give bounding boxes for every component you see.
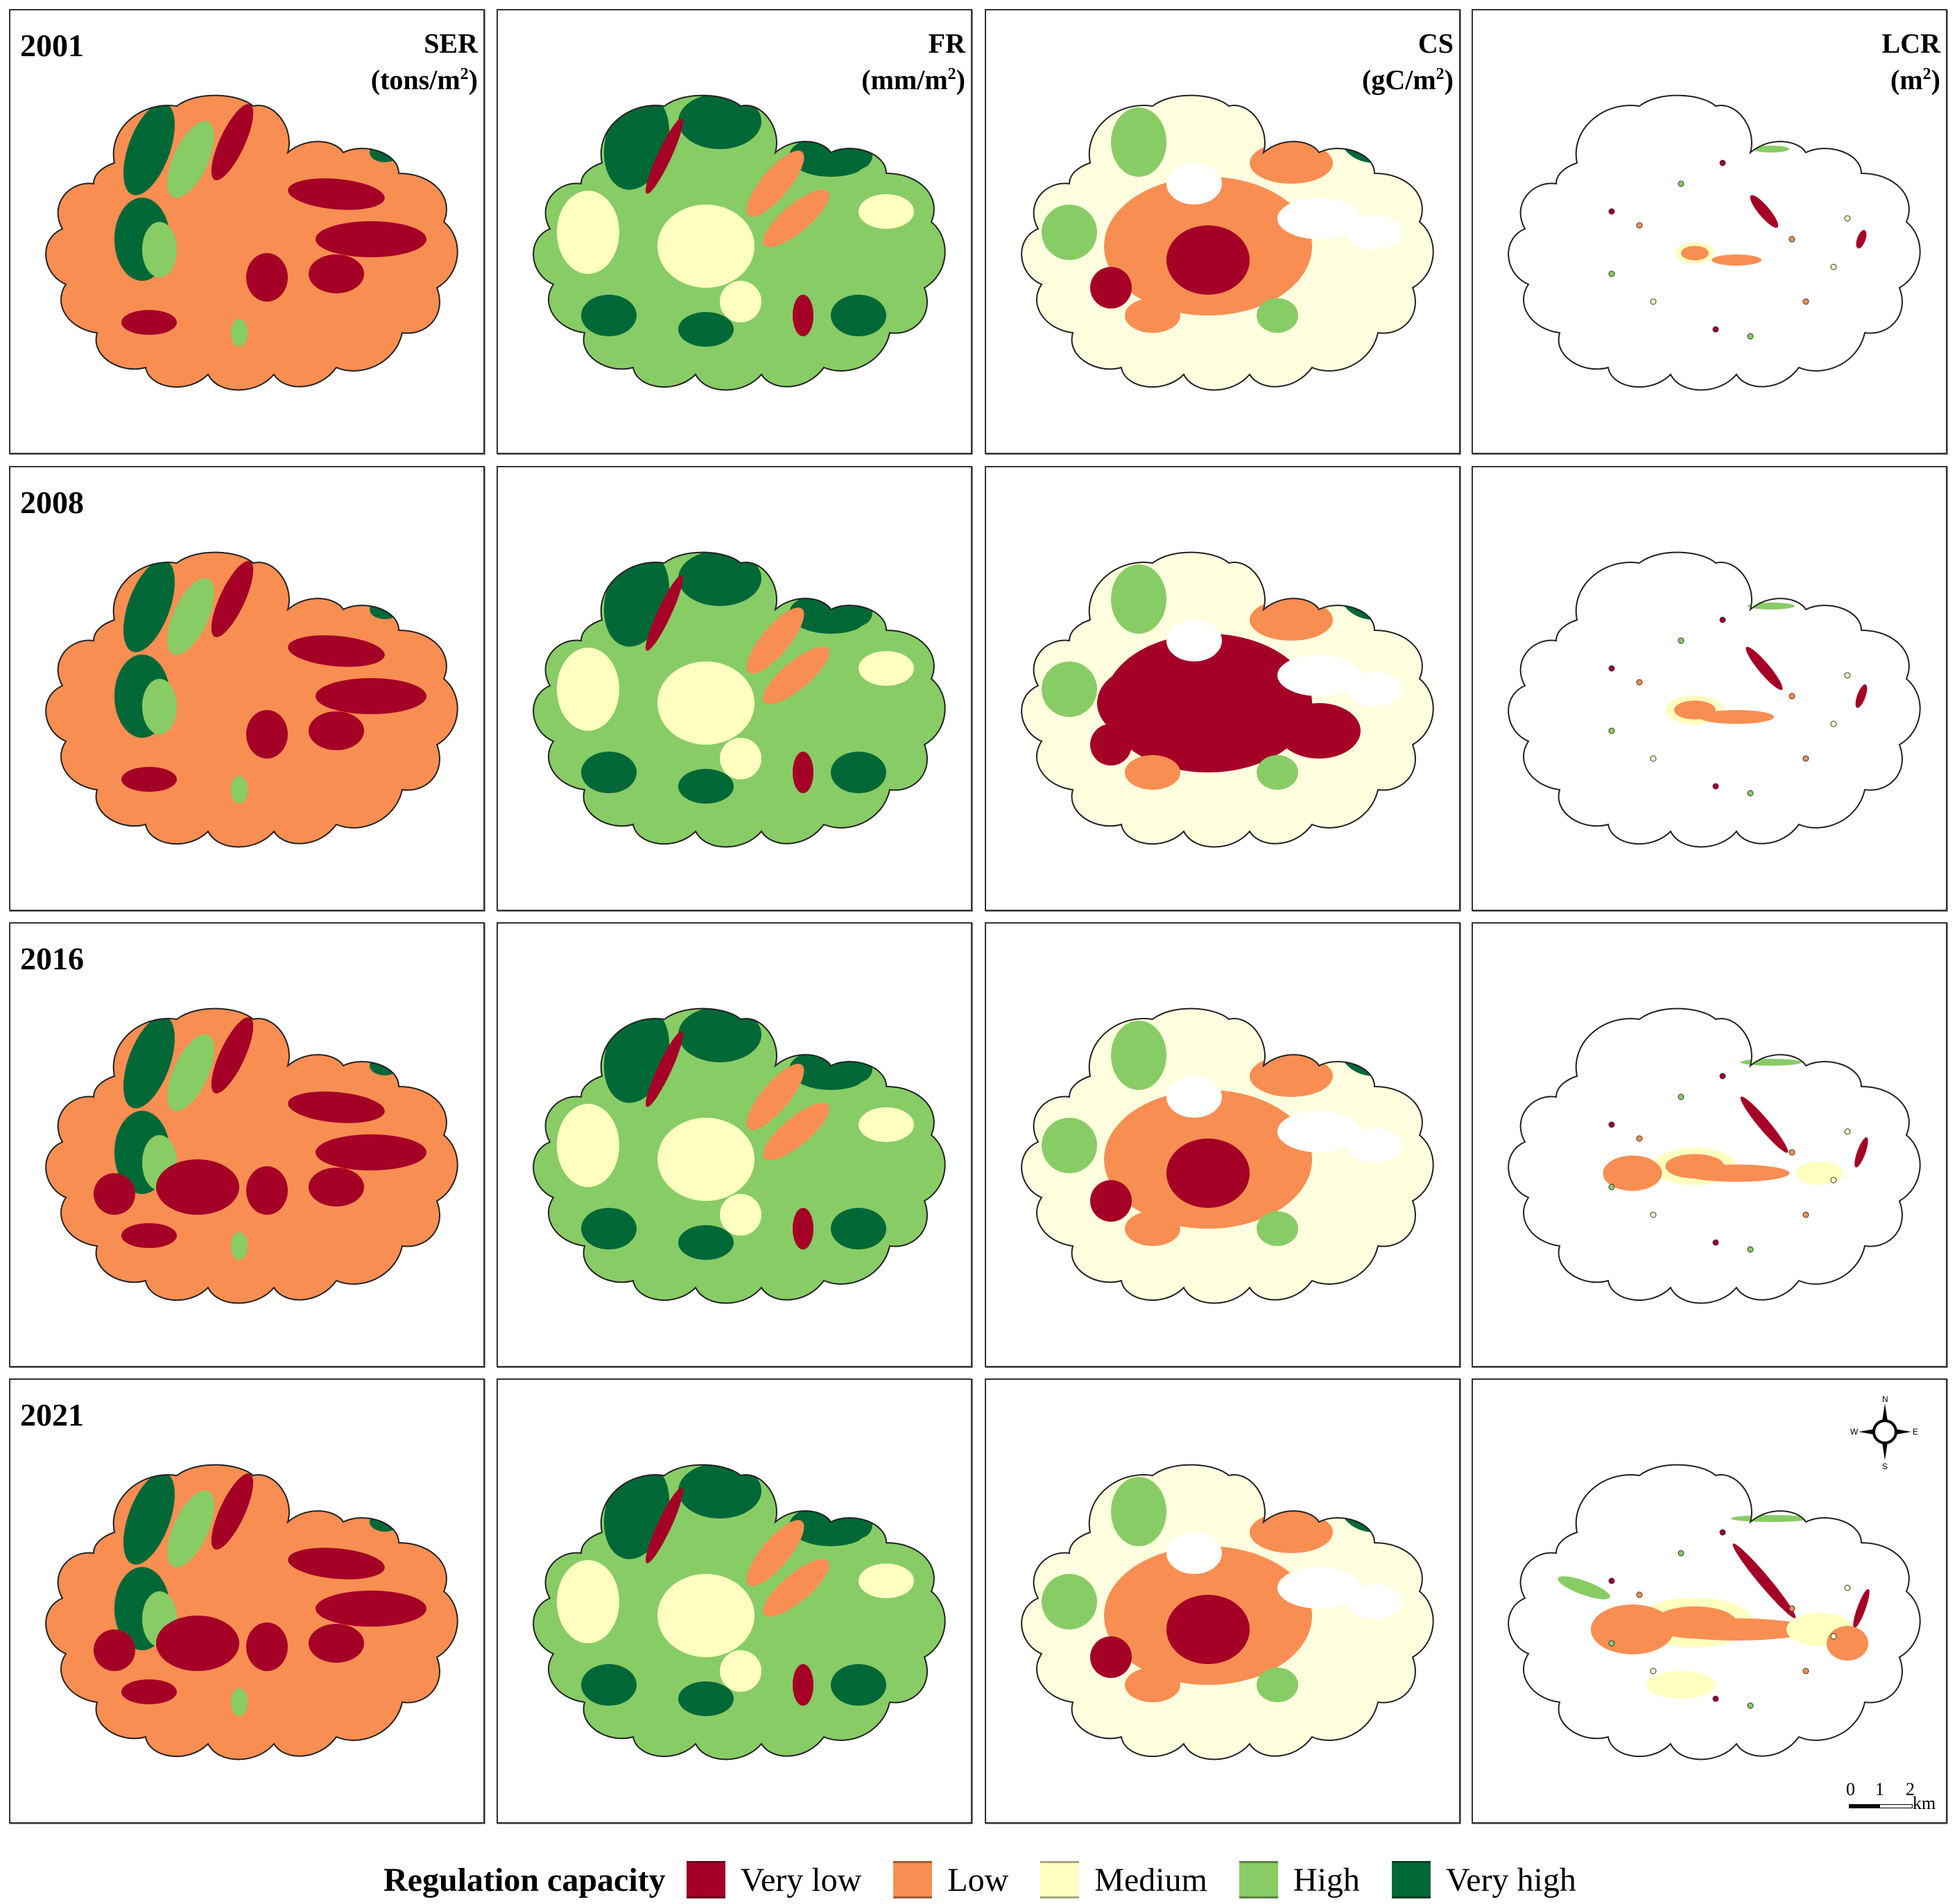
variable-name: LCR (1881, 28, 1940, 59)
map-panel-ser-2016: 2016 (9, 922, 485, 1367)
scale-bar: 0 1 2 km (1846, 1779, 1936, 1813)
map-panel-cs-2008 (985, 466, 1460, 911)
svg-text:E: E (1913, 1427, 1918, 1437)
map-ser-2008 (45, 551, 458, 848)
map-cs-2008 (1021, 551, 1434, 848)
variable-label-ser: SER (tons/m2) (371, 28, 478, 95)
north-arrow-compass-icon: N S E W (1850, 1394, 1918, 1470)
legend-label-high: High (1293, 1861, 1360, 1898)
map-panel-ser-2021: 2021 (9, 1378, 485, 1824)
year-label: 2008 (20, 485, 84, 520)
legend-label-low: Low (947, 1861, 1009, 1898)
variable-unit: (mm/m2) (861, 64, 965, 96)
map-fr-2008 (533, 551, 946, 848)
map-cs-2021 (1021, 1464, 1434, 1760)
legend-swatch-high (1239, 1861, 1278, 1898)
variable-unit: (gC/m2) (1362, 64, 1454, 96)
year-label: 2021 (20, 1397, 84, 1433)
map-panel-ser-2001: 2001 SER (tons/m2) (9, 9, 485, 454)
legend-swatch-low (893, 1861, 933, 1898)
variable-name: FR (928, 28, 965, 59)
scale-bar-white-segment (1879, 1804, 1913, 1808)
legend: Regulation capacity Very low Low Medium … (383, 1858, 1608, 1901)
legend-label-very-high: Very high (1445, 1861, 1576, 1898)
map-cs-2001 (1021, 94, 1434, 391)
map-panel-fr-2001: FR (mm/m2) (497, 9, 972, 454)
legend-swatch-very-low (686, 1861, 725, 1898)
map-fr-2001 (533, 94, 946, 391)
year-label: 2016 (20, 941, 84, 976)
variable-name: CS (1417, 28, 1454, 59)
map-panel-cs-2016 (985, 922, 1460, 1367)
legend-label-medium: Medium (1094, 1861, 1207, 1898)
legend-swatch-medium (1040, 1861, 1080, 1898)
map-fr-2021 (533, 1464, 946, 1760)
map-lcr-2016 (1508, 1007, 1921, 1304)
svg-text:S: S (1882, 1462, 1888, 1470)
svg-text:W: W (1850, 1427, 1859, 1437)
map-panel-lcr-2008 (1472, 466, 1947, 911)
map-cs-2016 (1021, 1007, 1434, 1304)
map-panel-fr-2016 (497, 922, 972, 1367)
map-panel-cs-2021 (985, 1378, 1460, 1824)
year-label: 2001 (20, 28, 84, 63)
map-panel-cs-2001: CS (gC/m2) (985, 9, 1460, 454)
map-panel-fr-2008 (497, 466, 972, 911)
map-ser-2016 (45, 1007, 458, 1304)
variable-label-fr: FR (mm/m2) (861, 28, 965, 95)
map-lcr-2021 (1508, 1464, 1921, 1760)
variable-unit: (tons/m2) (370, 64, 478, 96)
map-lcr-2001 (1508, 94, 1921, 391)
map-panel-lcr-2001: LCR (m2) (1472, 9, 1947, 454)
legend-swatch-very-high (1391, 1861, 1431, 1898)
map-panel-fr-2021 (497, 1378, 972, 1824)
legend-title: Regulation capacity (383, 1861, 666, 1898)
variable-unit: (m2) (1890, 64, 1940, 96)
map-ser-2021 (45, 1464, 458, 1760)
map-panel-ser-2008: 2008 (9, 466, 485, 911)
svg-text:N: N (1882, 1394, 1888, 1404)
map-lcr-2008 (1508, 551, 1921, 848)
map-fr-2016 (533, 1007, 946, 1304)
map-ser-2001 (45, 94, 458, 391)
variable-label-lcr: LCR (m2) (1882, 28, 1940, 95)
variable-name: SER (424, 28, 478, 59)
variable-label-cs: CS (gC/m2) (1362, 28, 1454, 95)
map-panel-lcr-2016 (1472, 922, 1947, 1367)
map-panel-lcr-2021: N S E W 0 1 2 km (1472, 1378, 1947, 1824)
legend-label-very-low: Very low (740, 1861, 862, 1898)
scale-bar-black-segment (1849, 1804, 1879, 1808)
